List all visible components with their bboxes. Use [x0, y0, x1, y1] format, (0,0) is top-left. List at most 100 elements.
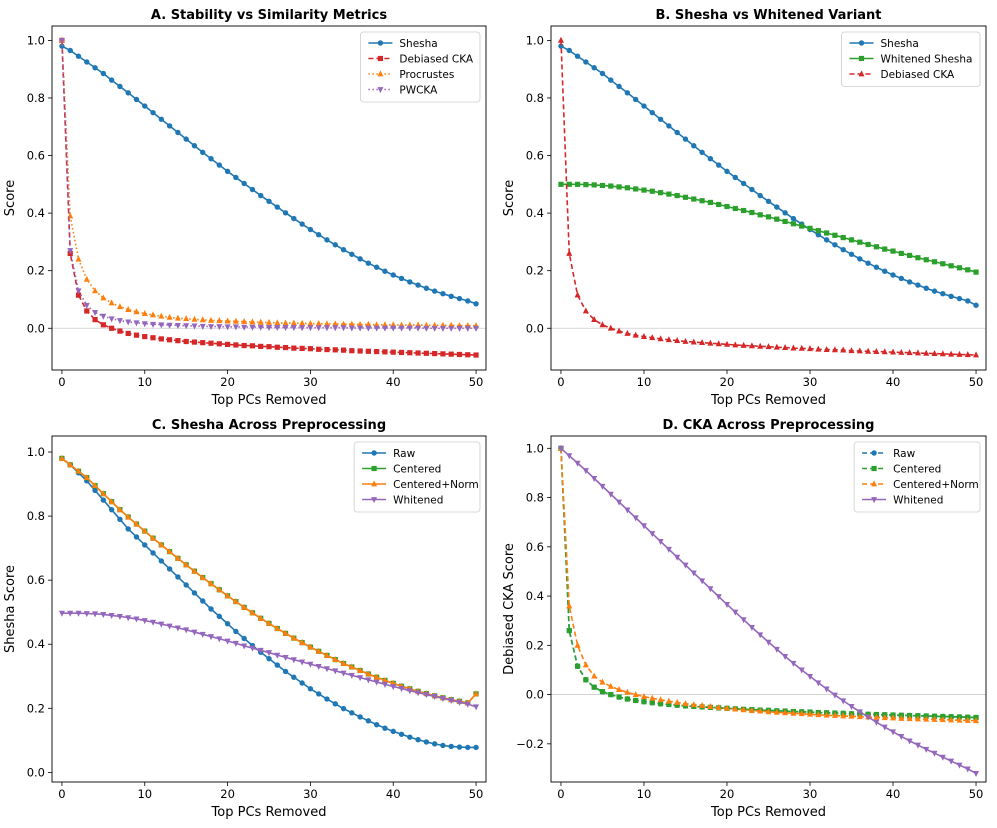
- data-point: [274, 204, 280, 210]
- legend-marker: [871, 497, 878, 504]
- data-point: [381, 681, 388, 688]
- data-point: [349, 251, 355, 257]
- data-point: [566, 249, 573, 256]
- data-point: [191, 567, 198, 574]
- x-tick-label: 0: [58, 375, 65, 389]
- data-point: [109, 325, 115, 331]
- data-point: [166, 123, 173, 129]
- series-shesha: [558, 43, 979, 308]
- data-point: [823, 711, 830, 718]
- data-point: [232, 324, 239, 331]
- data-point: [848, 251, 855, 257]
- data-point: [732, 705, 739, 712]
- data-point: [216, 636, 223, 643]
- data-point: [748, 624, 755, 631]
- data-point: [224, 592, 231, 599]
- data-point: [100, 322, 106, 328]
- data-point: [707, 199, 713, 206]
- data-point: [407, 350, 413, 356]
- y-tick-label: 0.0: [526, 688, 544, 702]
- data-point: [158, 336, 164, 342]
- data-point: [657, 696, 664, 703]
- data-point: [931, 288, 938, 294]
- data-point: [290, 634, 297, 641]
- data-point: [948, 716, 955, 723]
- data-point: [956, 350, 963, 357]
- data-point: [208, 316, 215, 323]
- data-point: [241, 643, 248, 650]
- data-point: [674, 129, 680, 136]
- data-point: [906, 349, 913, 356]
- data-point: [807, 673, 814, 680]
- data-point: [340, 347, 347, 353]
- data-point: [649, 188, 655, 194]
- data-point: [390, 325, 397, 332]
- data-point: [307, 320, 314, 327]
- data-point: [282, 344, 289, 351]
- data-point: [233, 174, 239, 181]
- x-tick-label: 20: [720, 787, 735, 801]
- plot-area: [58, 454, 480, 751]
- series-line: [560, 183, 977, 273]
- data-point: [865, 347, 872, 354]
- data-point: [108, 299, 115, 306]
- data-point: [574, 53, 581, 59]
- data-point: [566, 47, 572, 54]
- data-point: [199, 316, 206, 323]
- data-point: [216, 586, 223, 593]
- data-point: [690, 701, 697, 708]
- data-point: [84, 308, 90, 314]
- data-point: [432, 350, 438, 357]
- data-point: [216, 341, 222, 347]
- data-point: [965, 267, 971, 273]
- data-point: [914, 715, 921, 722]
- data-point: [657, 335, 664, 342]
- data-point: [848, 347, 855, 354]
- axes-frame: [51, 25, 487, 371]
- data-point: [208, 606, 214, 612]
- data-point: [665, 336, 672, 343]
- data-point: [732, 609, 739, 616]
- data-point: [365, 348, 371, 354]
- data-point: [815, 232, 822, 238]
- data-point: [632, 331, 639, 338]
- data-point: [125, 513, 132, 520]
- legend-item: Centered+Norm: [362, 479, 479, 491]
- data-point: [840, 346, 847, 353]
- data-point: [740, 617, 747, 624]
- data-point: [931, 715, 938, 722]
- data-point: [75, 53, 82, 59]
- data-point: [166, 322, 173, 329]
- data-point: [583, 59, 589, 65]
- chart-title: C. Shesha Across Preprocessing: [152, 418, 386, 433]
- data-point: [873, 719, 880, 726]
- series-debiased-cka: [59, 37, 479, 358]
- data-point: [682, 194, 689, 200]
- data-point: [956, 295, 963, 302]
- data-point: [67, 461, 74, 468]
- data-point: [381, 325, 388, 332]
- data-point: [448, 351, 454, 357]
- data-point: [183, 561, 190, 568]
- data-point: [183, 323, 190, 330]
- data-point: [574, 460, 581, 467]
- data-point: [881, 348, 888, 355]
- data-point: [200, 340, 206, 346]
- data-point: [657, 190, 664, 196]
- data-point: [690, 338, 697, 345]
- data-point: [973, 770, 980, 777]
- data-point: [649, 694, 656, 701]
- data-point: [166, 566, 173, 572]
- data-point: [307, 661, 314, 668]
- data-point: [241, 603, 248, 610]
- data-point: [291, 674, 297, 680]
- legend-marker: [871, 465, 877, 472]
- data-point: [790, 215, 797, 222]
- data-point: [266, 318, 272, 325]
- x-tick-label: 10: [637, 375, 652, 389]
- data-point: [141, 321, 148, 328]
- data-point: [898, 714, 905, 721]
- data-point: [291, 215, 297, 222]
- series-centered-norm: [557, 444, 980, 724]
- data-point: [964, 351, 971, 358]
